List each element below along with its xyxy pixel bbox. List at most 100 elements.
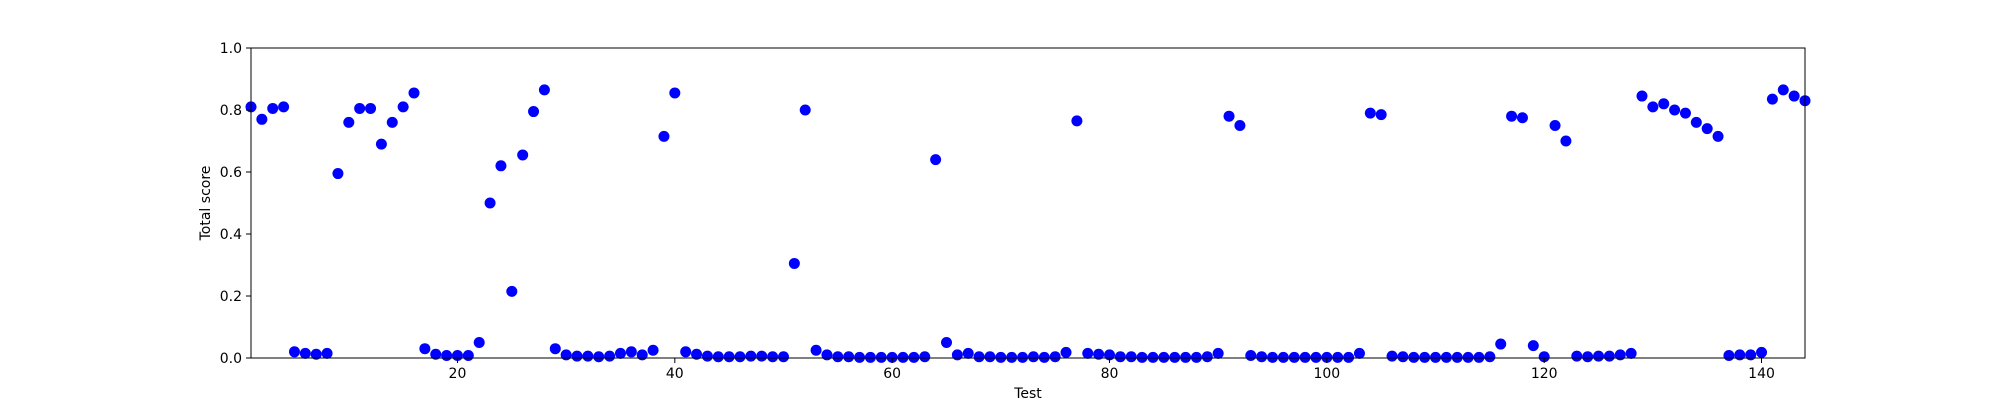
data-point bbox=[430, 348, 442, 360]
data-point bbox=[897, 351, 909, 363]
data-point bbox=[343, 116, 355, 128]
x-tick-label: 120 bbox=[1531, 366, 1558, 382]
x-axis: 20 40 60 80 100 120 140 bbox=[449, 358, 1775, 382]
data-point bbox=[408, 87, 420, 99]
data-point bbox=[1343, 351, 1355, 363]
data-point bbox=[441, 350, 453, 362]
data-point bbox=[1560, 135, 1572, 147]
data-point bbox=[1614, 349, 1626, 361]
data-point bbox=[419, 343, 431, 355]
data-point bbox=[723, 351, 735, 363]
x-tick-label: 40 bbox=[666, 366, 684, 382]
data-point bbox=[1093, 348, 1105, 360]
data-point bbox=[1353, 347, 1365, 359]
data-point bbox=[288, 346, 300, 358]
y-tick-label: 0.8 bbox=[220, 103, 242, 119]
data-point bbox=[1701, 123, 1713, 135]
data-point bbox=[1288, 351, 1300, 363]
data-point bbox=[1734, 349, 1746, 361]
data-point bbox=[571, 350, 583, 362]
x-axis-label: Test bbox=[1013, 386, 1042, 400]
data-point bbox=[908, 351, 920, 363]
data-point bbox=[973, 351, 985, 363]
data-point bbox=[1082, 347, 1094, 359]
data-point bbox=[1777, 84, 1789, 96]
data-point bbox=[669, 87, 681, 99]
data-point bbox=[680, 346, 692, 358]
data-point bbox=[1495, 338, 1507, 350]
data-point bbox=[962, 347, 974, 359]
data-point bbox=[930, 154, 942, 166]
data-point bbox=[1158, 351, 1170, 363]
data-point bbox=[1364, 107, 1376, 119]
data-point bbox=[1017, 351, 1029, 363]
data-point bbox=[256, 113, 268, 125]
data-point bbox=[1571, 350, 1583, 362]
data-point bbox=[560, 349, 572, 361]
x-tick-label: 80 bbox=[1101, 366, 1119, 382]
data-point bbox=[1267, 351, 1279, 363]
data-point bbox=[321, 347, 333, 359]
data-point bbox=[1430, 351, 1442, 363]
data-point bbox=[1256, 351, 1268, 363]
data-point bbox=[1234, 120, 1246, 131]
data-point bbox=[1201, 351, 1213, 363]
data-point bbox=[734, 351, 746, 363]
y-axis: 0.0 0.2 0.4 0.6 0.8 1.0 bbox=[220, 41, 251, 367]
data-point bbox=[1386, 350, 1398, 362]
data-point bbox=[1647, 101, 1659, 113]
data-point bbox=[1527, 340, 1539, 352]
data-point bbox=[777, 351, 789, 363]
data-point bbox=[821, 349, 833, 361]
data-point bbox=[1440, 351, 1452, 363]
data-point bbox=[1049, 351, 1061, 363]
data-point bbox=[767, 351, 779, 363]
y-tick-label: 0.0 bbox=[220, 351, 242, 367]
data-point bbox=[864, 351, 876, 363]
data-point bbox=[1506, 110, 1518, 122]
data-point bbox=[658, 130, 670, 142]
data-point bbox=[647, 344, 659, 356]
data-point bbox=[832, 351, 844, 363]
data-point bbox=[1679, 107, 1691, 119]
data-point bbox=[788, 257, 800, 269]
data-point bbox=[1397, 351, 1409, 363]
data-point bbox=[604, 350, 616, 362]
data-point bbox=[1593, 350, 1605, 362]
data-point bbox=[1245, 350, 1257, 362]
y-tick-label: 1.0 bbox=[220, 41, 242, 57]
data-point bbox=[1451, 351, 1463, 363]
data-point bbox=[495, 160, 507, 172]
data-point bbox=[854, 351, 866, 363]
data-point bbox=[1299, 351, 1311, 363]
data-point bbox=[1310, 351, 1322, 363]
data-point bbox=[593, 351, 605, 363]
data-point bbox=[386, 116, 398, 128]
data-point bbox=[940, 337, 952, 348]
data-point bbox=[299, 347, 311, 359]
data-point bbox=[1723, 350, 1735, 362]
data-point bbox=[984, 351, 996, 363]
data-point bbox=[1484, 351, 1496, 363]
data-point bbox=[1473, 351, 1485, 363]
data-point bbox=[756, 350, 768, 362]
data-point bbox=[1712, 130, 1724, 142]
data-point bbox=[354, 102, 366, 114]
data-point bbox=[1038, 351, 1050, 363]
data-point bbox=[1549, 120, 1561, 131]
data-point bbox=[1180, 351, 1192, 363]
data-point bbox=[1788, 90, 1800, 102]
x-tick-label: 140 bbox=[1748, 366, 1775, 382]
data-point bbox=[1756, 346, 1768, 358]
data-point bbox=[745, 350, 757, 362]
data-point bbox=[919, 351, 931, 363]
data-point bbox=[1462, 351, 1474, 363]
y-tick-label: 0.2 bbox=[220, 289, 242, 305]
data-point bbox=[1538, 351, 1550, 363]
data-point bbox=[1603, 350, 1615, 362]
data-point bbox=[397, 101, 409, 113]
data-point bbox=[843, 351, 855, 363]
data-point bbox=[1332, 351, 1344, 363]
axes-frame bbox=[250, 47, 1806, 359]
